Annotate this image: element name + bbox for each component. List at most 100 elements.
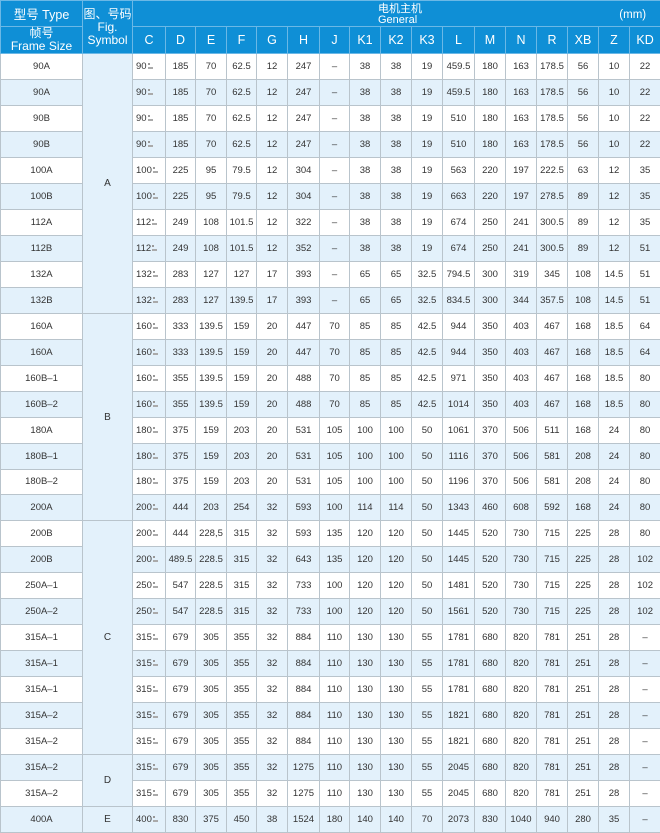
cell-r: 300.5: [537, 209, 568, 235]
cell-z: 28: [599, 677, 630, 703]
frame-size-cell: 112B: [1, 235, 83, 261]
cell-g: 20: [257, 417, 288, 443]
cell-c: 160: [133, 391, 166, 417]
cell-j: –: [320, 79, 350, 105]
cell-xb: 168: [568, 495, 599, 521]
cell-z: 28: [599, 547, 630, 573]
cell-d: 249: [166, 209, 196, 235]
cell-k2: 38: [381, 54, 412, 80]
cell-k3: 42.5: [412, 365, 443, 391]
frame-size-cell: 315A–2: [1, 729, 83, 755]
cell-e: 305: [196, 755, 227, 781]
frame-size-cell: 90B: [1, 131, 83, 157]
frame-size-cell: 400A: [1, 807, 83, 833]
tolerance-mark: [152, 712, 159, 719]
cell-n: 730: [506, 521, 537, 547]
cell-e: 305: [196, 625, 227, 651]
cell-k3: 42.5: [412, 313, 443, 339]
cell-r: 467: [537, 313, 568, 339]
c-value: 180: [136, 476, 152, 487]
cell-m: 370: [475, 443, 506, 469]
cell-xb: 108: [568, 287, 599, 313]
cell-g: 32: [257, 521, 288, 547]
cell-m: 680: [475, 651, 506, 677]
cell-l: 1014: [443, 391, 475, 417]
cell-k1: 85: [350, 339, 381, 365]
column-header-g: G: [257, 27, 288, 54]
cell-j: 110: [320, 729, 350, 755]
cell-f: 62.5: [227, 54, 257, 80]
tolerance-mark: [152, 427, 159, 434]
cell-r: 781: [537, 677, 568, 703]
cell-f: 450: [227, 807, 257, 833]
general-en: General: [378, 15, 619, 26]
frame-size-cell: 90A: [1, 79, 83, 105]
cell-d: 185: [166, 105, 196, 131]
tolerance-mark: [152, 349, 159, 356]
cell-l: 1196: [443, 469, 475, 495]
cell-l: 834.5: [443, 287, 475, 313]
cell-g: 12: [257, 183, 288, 209]
cell-k1: 38: [350, 105, 381, 131]
cell-j: 70: [320, 313, 350, 339]
cell-k1: 38: [350, 79, 381, 105]
cell-z: 28: [599, 651, 630, 677]
cell-kd: –: [630, 755, 660, 781]
cell-xb: 251: [568, 651, 599, 677]
cell-g: 20: [257, 391, 288, 417]
c-value: 315: [136, 632, 152, 643]
cell-l: 1061: [443, 417, 475, 443]
frame-size-cell: 315A–2: [1, 755, 83, 781]
cell-f: 355: [227, 781, 257, 807]
cell-d: 333: [166, 339, 196, 365]
cell-e: 228.5: [196, 547, 227, 573]
cell-k1: 38: [350, 131, 381, 157]
cell-xb: 168: [568, 417, 599, 443]
cell-h: 304: [288, 183, 320, 209]
tolerance-mark: [152, 556, 159, 563]
cell-n: 163: [506, 79, 537, 105]
tolerance-mark: [152, 790, 159, 797]
c-value: 132: [136, 295, 152, 306]
cell-k1: 100: [350, 417, 381, 443]
cell-k3: 55: [412, 703, 443, 729]
cell-m: 680: [475, 703, 506, 729]
cell-k2: 65: [381, 261, 412, 287]
cell-e: 108: [196, 235, 227, 261]
cell-k1: 130: [350, 729, 381, 755]
cell-m: 180: [475, 131, 506, 157]
cell-k2: 120: [381, 521, 412, 547]
cell-r: 357.5: [537, 287, 568, 313]
cell-k2: 38: [381, 105, 412, 131]
cell-c: 315: [133, 729, 166, 755]
cell-c: 112: [133, 209, 166, 235]
cell-kd: 22: [630, 105, 660, 131]
cell-h: 593: [288, 521, 320, 547]
cell-r: 467: [537, 365, 568, 391]
cell-g: 12: [257, 54, 288, 80]
c-value: 100: [136, 191, 152, 202]
cell-d: 679: [166, 729, 196, 755]
cell-g: 12: [257, 157, 288, 183]
cell-m: 300: [475, 287, 506, 313]
cell-h: 247: [288, 79, 320, 105]
cell-z: 24: [599, 495, 630, 521]
cell-z: 24: [599, 469, 630, 495]
cell-k2: 65: [381, 287, 412, 313]
cell-kd: –: [630, 677, 660, 703]
cell-d: 185: [166, 79, 196, 105]
cell-l: 663: [443, 183, 475, 209]
cell-c: 250: [133, 573, 166, 599]
cell-kd: 35: [630, 157, 660, 183]
cell-z: 28: [599, 781, 630, 807]
cell-e: 228.5: [196, 599, 227, 625]
cell-k1: 130: [350, 781, 381, 807]
cell-k3: 50: [412, 443, 443, 469]
cell-z: 12: [599, 157, 630, 183]
cell-e: 159: [196, 443, 227, 469]
cell-c: 200: [133, 495, 166, 521]
cell-f: 203: [227, 417, 257, 443]
cell-c: 180: [133, 443, 166, 469]
cell-e: 70: [196, 105, 227, 131]
tolerance-mark: [152, 193, 159, 200]
